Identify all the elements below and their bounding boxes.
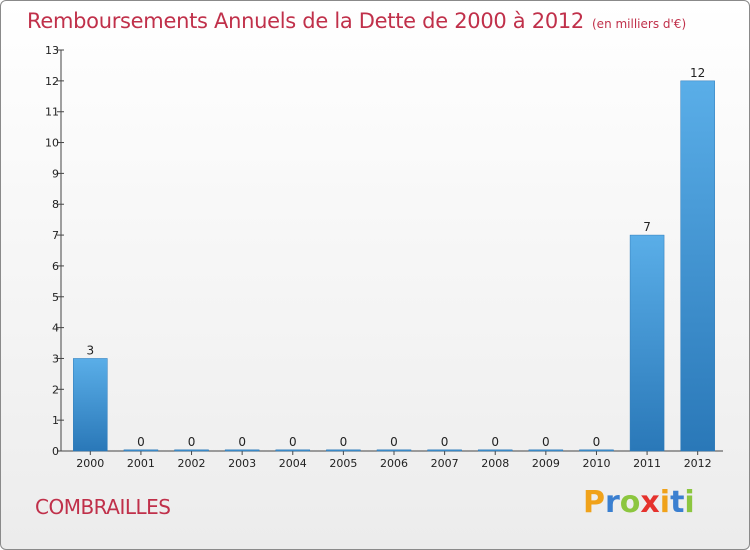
data-label: 12 (690, 66, 705, 80)
data-label: 0 (188, 435, 196, 449)
y-tick-label: 0 (52, 445, 59, 458)
bar-2000 (73, 358, 108, 452)
y-tick-label: 8 (52, 198, 59, 211)
y-tick-label: 5 (52, 291, 59, 304)
y-tick-label: 3 (52, 352, 59, 365)
place-name: COMBRAILLES (35, 495, 171, 519)
logo-letter: P (583, 485, 605, 520)
chart-title: Remboursements Annuels de la Dette de 20… (27, 9, 584, 33)
data-label: 0 (238, 435, 246, 449)
y-tick-label: 9 (52, 167, 59, 180)
chart-subtitle: (en milliers d'€) (592, 17, 687, 31)
bar-2011 (629, 234, 665, 452)
y-tick-label: 11 (45, 106, 59, 119)
bar-2006 (376, 449, 412, 452)
y-tick-label: 7 (52, 229, 59, 242)
y-tick-label: 10 (45, 137, 59, 150)
bar-2002 (174, 449, 209, 452)
logo-letter: o (619, 485, 641, 520)
bar-2010 (579, 449, 614, 452)
x-tick-label: 2008 (481, 457, 509, 470)
x-tick-label: 2011 (633, 457, 661, 470)
data-label: 0 (542, 435, 550, 449)
y-tick-label: 4 (52, 322, 59, 335)
y-tick-label: 6 (52, 260, 59, 273)
x-tick-label: 2006 (380, 457, 408, 470)
y-tick-label: 12 (45, 75, 59, 88)
x-tick-label: 2000 (76, 457, 104, 470)
chart-labels: 2000 3 2001 0 2002 0 2003 0 2004 0 2005 0 2006 0 2007 0… (76, 66, 711, 470)
data-label: 3 (86, 343, 94, 357)
x-tick-label: 2005 (329, 457, 357, 470)
data-label: 7 (643, 220, 651, 234)
data-label: 0 (390, 435, 398, 449)
y-tick-label: 2 (52, 383, 59, 396)
x-tick-label: 2002 (178, 457, 206, 470)
logo-letter: r (605, 485, 620, 520)
proxiti-logo: Proxiti (583, 485, 695, 520)
x-tick-label: 2010 (582, 457, 610, 470)
data-label: 0 (340, 435, 348, 449)
x-tick-label: 2007 (431, 457, 459, 470)
logo-letter: i (684, 485, 695, 520)
bar-2005 (326, 449, 361, 452)
bar-2004 (275, 449, 311, 452)
data-label: 0 (491, 435, 499, 449)
data-label: 0 (137, 435, 145, 449)
x-tick-label: 2004 (279, 457, 307, 470)
bar-2009 (528, 449, 564, 452)
x-tick-label: 2012 (684, 457, 712, 470)
bar-2007 (427, 449, 462, 452)
data-label: 0 (289, 435, 297, 449)
logo-letter: t (670, 485, 685, 520)
x-tick-label: 2001 (127, 457, 155, 470)
x-tick-label: 2009 (532, 457, 560, 470)
bar-2001 (123, 449, 159, 452)
logo-letter: x (640, 485, 660, 520)
x-tick-label: 2003 (228, 457, 256, 470)
y-tick-label: 1 (52, 414, 59, 427)
title-line: Remboursements Annuels de la Dette de 20… (27, 9, 686, 33)
bar-2003 (224, 449, 260, 452)
data-label: 0 (441, 435, 449, 449)
y-tick-label: 13 (45, 44, 59, 57)
logo-letter: i (659, 485, 671, 520)
chart-bars (73, 80, 715, 452)
bar-2012 (680, 80, 715, 452)
bar-2008 (477, 449, 513, 452)
data-label: 0 (593, 435, 601, 449)
